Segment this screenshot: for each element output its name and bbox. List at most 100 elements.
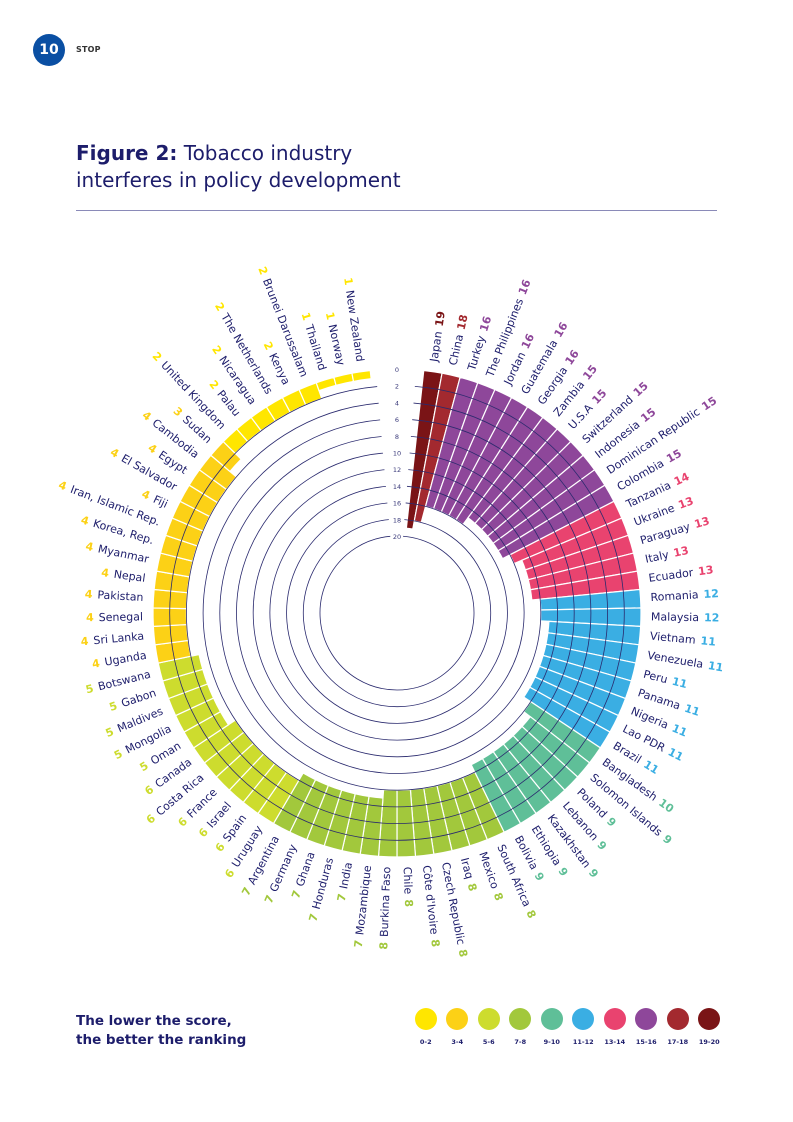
grid-ring (236, 452, 558, 774)
bar-bolivia (470, 757, 522, 834)
legend-item: 11-12 (568, 1008, 600, 1046)
score-label: 9 (604, 815, 619, 830)
score-label: 8 (491, 891, 506, 903)
country-label: 4 Pakistan (84, 588, 143, 604)
country-name: Sri Lanka (93, 630, 145, 648)
grid-ring (219, 435, 575, 791)
score-label: 18 (455, 313, 471, 331)
legend-item: 15-16 (631, 1008, 663, 1046)
legend-swatch (414, 1008, 437, 1030)
country-label: 4 Sri Lanka (80, 630, 144, 649)
country-label: Malaysia 12 (651, 610, 720, 624)
score-label: 2 (212, 300, 227, 313)
country-name: Japan (427, 330, 445, 363)
score-label: 4 (146, 441, 160, 456)
country-label: Peru 11 (642, 668, 689, 691)
country-label: Chile 8 (401, 867, 416, 908)
score-label: 12 (704, 611, 720, 624)
country-label: 4Fiji (140, 487, 170, 510)
legend-swatch (635, 1008, 658, 1030)
legend-item: 13-14 (599, 1008, 631, 1046)
title-divider (76, 210, 717, 211)
score-label: 7 (239, 885, 254, 898)
country-label: 4 Senegal (86, 610, 143, 624)
country-label: 7 India (335, 861, 355, 902)
country-name: Chile (401, 867, 415, 895)
country-label: 7 Mozambique (352, 864, 374, 948)
score-label: 13 (676, 494, 695, 512)
country-label: 4 Uganda (91, 649, 148, 671)
note-line2: the better the ranking (76, 1032, 247, 1048)
score-label: 8 (377, 942, 390, 950)
grid-ring (185, 402, 608, 824)
legend-label: 15-16 (635, 1038, 657, 1046)
score-label: 7 (352, 939, 366, 948)
score-label: 15 (699, 394, 719, 413)
country-label: Japan 19 (427, 310, 448, 363)
score-label: 5 (104, 725, 116, 740)
score-label: 15 (589, 387, 609, 407)
score-label: 5 (137, 759, 150, 774)
score-label: 15 (631, 379, 651, 399)
country-name: Turkey (465, 334, 488, 373)
legend-swatch (509, 1008, 532, 1030)
country-name: Côte d'Ivoire (420, 865, 441, 936)
bar-japan (405, 369, 443, 530)
axis-tick-label: 10 (393, 450, 401, 458)
score-label: 13 (697, 563, 714, 578)
legend-item: 17-18 (662, 1008, 694, 1046)
country-name: Mexico (476, 850, 501, 891)
grid-ring (269, 485, 525, 741)
legend-label: 5-6 (482, 1038, 495, 1046)
score-label: 8 (402, 899, 415, 907)
country-label: Italy 13 (644, 544, 690, 566)
score-label: 3 (171, 404, 185, 419)
score-label: 1 (299, 311, 314, 322)
country-name: Vietnam (649, 630, 696, 647)
figure-number: Figure 2: (76, 141, 178, 165)
axis-tick-label: 2 (395, 383, 399, 391)
country-name: Iraq (458, 856, 476, 880)
score-label: 11 (671, 675, 689, 691)
legend-item: 9-10 (536, 1008, 568, 1046)
score-label: 2 (255, 265, 270, 277)
score-label: 6 (196, 825, 211, 840)
score-label: 4 (108, 446, 121, 461)
score-label: 4 (91, 657, 101, 671)
axis-tick-label: 12 (393, 466, 401, 474)
section-label: STOP (76, 45, 101, 54)
note-line1: The lower the score, (76, 1013, 232, 1029)
score-label: 16 (516, 277, 534, 296)
score-label: 4 (86, 611, 94, 624)
grid-ring (252, 469, 542, 758)
score-label: 11 (707, 659, 724, 674)
legend-label: 0-2 (419, 1038, 432, 1046)
score-label: 9 (555, 865, 570, 878)
score-label: 9 (660, 832, 674, 847)
legend-swatch (603, 1008, 626, 1030)
legend-item: 5-6 (473, 1008, 505, 1046)
bar-ecuador (529, 570, 641, 601)
country-name: Malaysia (651, 610, 699, 624)
score-label: 16 (562, 347, 582, 367)
score-label: 13 (693, 514, 711, 531)
score-label: 4 (84, 588, 93, 601)
score-label: 11 (683, 702, 702, 719)
score-label: 2 (206, 378, 221, 392)
bar-colombia (497, 484, 615, 560)
legend-label: 3-4 (451, 1038, 464, 1046)
score-label: 7 (289, 889, 304, 901)
score-label: 8 (428, 939, 442, 948)
legend-item: 0-2 (410, 1008, 442, 1046)
score-label: 16 (519, 331, 538, 351)
score-label: 4 (100, 566, 110, 580)
score-label: 9 (532, 870, 547, 883)
axis-tick-label: 8 (395, 433, 399, 441)
score-label: 4 (140, 487, 153, 502)
score-label: 7 (335, 893, 349, 903)
country-name: India (337, 861, 355, 890)
score-label: 2 (261, 340, 276, 353)
score-label: 11 (641, 758, 661, 777)
axis-tick-label: 20 (393, 533, 401, 541)
